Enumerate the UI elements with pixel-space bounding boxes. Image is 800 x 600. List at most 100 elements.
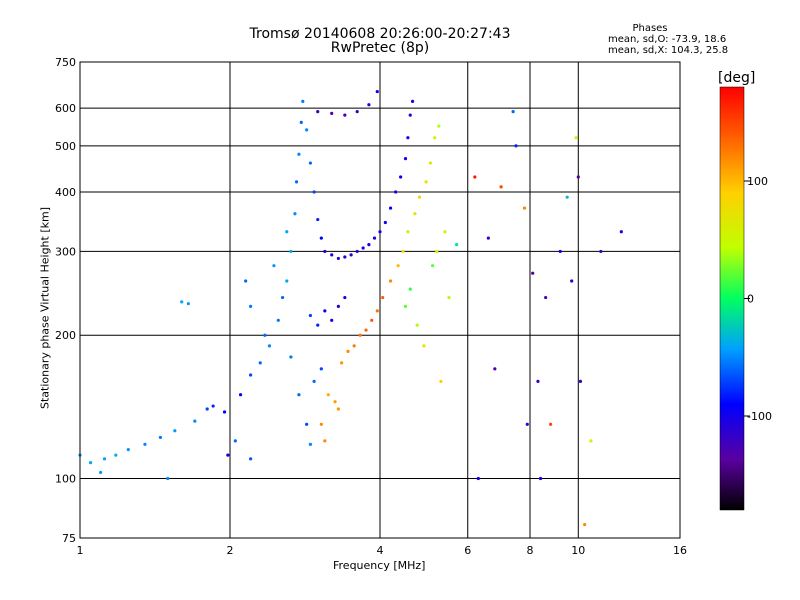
y-tick-label: 600 (55, 102, 76, 115)
y-tick-label: 300 (55, 245, 76, 258)
data-point (428, 161, 433, 165)
data-point (476, 476, 480, 481)
y-tick-label: 200 (55, 329, 76, 342)
data-point (447, 295, 451, 300)
data-point (326, 393, 330, 397)
data-point (378, 230, 382, 234)
data-point (355, 110, 359, 114)
data-point (401, 249, 405, 254)
data-point (336, 304, 340, 308)
data-point (574, 136, 578, 140)
data-point (308, 161, 313, 165)
y-tick-label: 400 (55, 186, 76, 199)
data-point (233, 439, 237, 443)
data-point (531, 271, 535, 275)
data-point (276, 318, 280, 322)
data-point (180, 300, 184, 304)
data-point (364, 328, 368, 332)
data-point (433, 136, 437, 140)
colorbar-tick-label: 100 (747, 175, 768, 188)
data-point (422, 344, 426, 348)
data-point (565, 195, 569, 199)
data-point (403, 157, 408, 161)
data-point (493, 367, 497, 371)
data-point (308, 442, 313, 446)
data-point (522, 206, 527, 210)
data-point (316, 323, 320, 327)
data-point (99, 470, 103, 475)
colorbar-tick-label: -100 (747, 410, 772, 423)
data-point (323, 309, 327, 313)
y-tick-label: 75 (62, 532, 76, 545)
data-point (330, 253, 334, 257)
data-point (388, 206, 393, 210)
data-point (358, 333, 362, 337)
y-tick-label: 100 (55, 473, 76, 486)
data-point (511, 110, 515, 114)
data-point (319, 236, 323, 240)
data-point (415, 323, 419, 327)
data-point (114, 453, 118, 457)
data-point (443, 230, 447, 234)
data-point (143, 442, 147, 446)
data-point (367, 103, 371, 107)
data-point (367, 243, 371, 247)
colorbar-tick-label: 0 (747, 293, 754, 306)
data-point (343, 255, 347, 259)
data-point (205, 407, 209, 411)
data-point (102, 457, 107, 461)
y-axis-ticks: 75 100 200 300 400 500 600 750 (55, 56, 76, 545)
x-tick-label: 6 (464, 544, 471, 557)
y-tick-label: 500 (55, 140, 76, 153)
data-point (297, 152, 301, 156)
data-point (589, 439, 593, 443)
data-point (437, 124, 441, 128)
data-point (173, 429, 177, 433)
data-point (549, 422, 553, 426)
data-point (576, 175, 580, 179)
x-axis-label: Frequency [MHz] (333, 559, 426, 572)
data-point (439, 379, 443, 383)
data-point (280, 295, 285, 300)
data-point (226, 453, 230, 457)
data-point (336, 407, 340, 411)
data-point (258, 361, 262, 365)
phase-o-stats: mean, sd,O: -73.9, 18.6 (608, 34, 727, 45)
data-point (249, 304, 253, 308)
colorbar-unit: [deg] (718, 70, 756, 86)
data-point (289, 249, 293, 254)
data-point (267, 344, 272, 348)
x-tick-label: 8 (527, 544, 534, 557)
data-point (249, 373, 253, 377)
data-point (330, 318, 334, 322)
data-point (473, 175, 477, 179)
data-point (514, 144, 518, 148)
data-point (272, 264, 276, 268)
data-point (599, 249, 603, 254)
data-point (424, 180, 428, 184)
data-point (355, 249, 359, 254)
data-point (299, 120, 303, 124)
data-point (312, 379, 316, 383)
chart-subtitle: RwPretec (8p) (330, 40, 430, 56)
data-point (408, 287, 412, 291)
x-tick-label: 1 (77, 544, 84, 557)
data-point (406, 230, 410, 234)
data-point (340, 361, 344, 365)
data-point (396, 264, 400, 268)
data-point (361, 246, 365, 250)
plot-frame (79, 61, 681, 539)
data-point (316, 110, 320, 114)
x-tick-label: 16 (673, 544, 687, 557)
data-point (244, 279, 248, 283)
data-point (375, 89, 379, 94)
data-point (193, 419, 197, 423)
data-point (417, 195, 422, 199)
data-point (343, 113, 347, 117)
data-point (619, 230, 623, 234)
data-point (263, 333, 267, 337)
data-point (319, 367, 323, 371)
data-point (435, 249, 439, 254)
data-point (126, 448, 130, 452)
